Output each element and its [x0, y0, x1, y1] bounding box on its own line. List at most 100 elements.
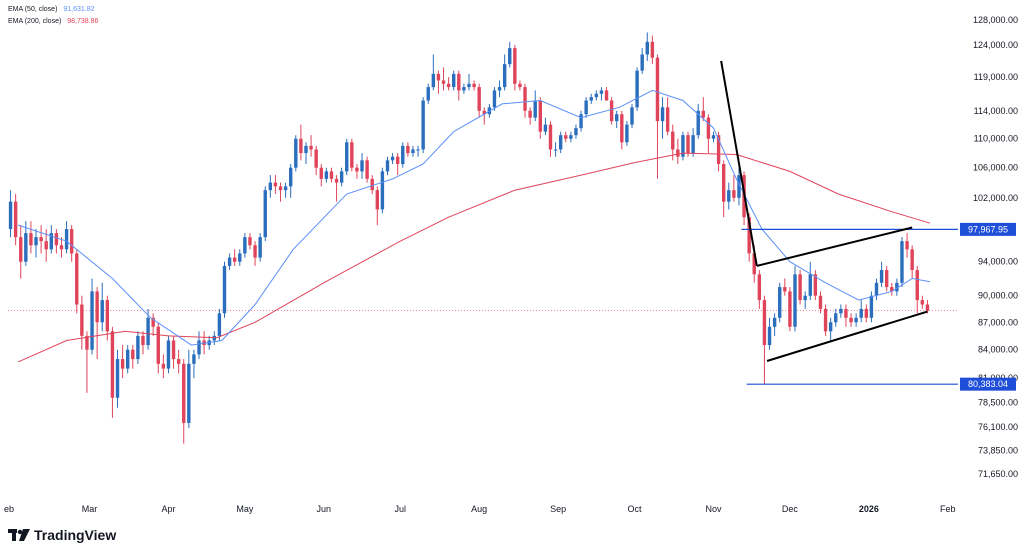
candle — [19, 225, 23, 279]
candle — [482, 107, 486, 125]
candle-body — [584, 100, 588, 115]
candle — [253, 241, 257, 266]
candle — [34, 229, 38, 258]
candle-body — [54, 233, 59, 246]
candle-body — [273, 182, 278, 187]
candle-body — [151, 317, 155, 327]
candle — [620, 110, 624, 150]
legend-ema50-value: 91,631.82 — [63, 6, 95, 13]
candle — [401, 142, 405, 168]
candle-body — [772, 317, 777, 327]
candle-body — [253, 245, 257, 258]
candle — [538, 97, 543, 139]
candle-body — [737, 175, 741, 198]
candle — [80, 295, 84, 350]
time-axis[interactable]: eb Mar Apr May Jun Jul Aug Sep Oct Nov Dec 2026 Feb — [4, 504, 956, 514]
candle-body — [711, 135, 716, 139]
candle — [635, 67, 639, 111]
candle — [151, 313, 155, 336]
legend-ema50-label: EMA (50, close) — [8, 6, 58, 13]
candle-body — [24, 233, 28, 262]
candle — [105, 295, 110, 341]
candle — [854, 313, 858, 327]
y-tick-label: 124,000.00 — [973, 40, 1018, 50]
candle-body — [630, 107, 634, 125]
candle — [452, 70, 456, 91]
candle — [548, 121, 553, 157]
candle — [844, 304, 848, 327]
candle — [411, 145, 415, 157]
candle-body — [217, 313, 222, 336]
candle-body — [691, 135, 695, 154]
candle-body — [365, 160, 369, 179]
candle-body — [462, 87, 466, 91]
candle-body — [548, 124, 553, 150]
candle-body — [823, 308, 828, 332]
y-tick-label: 106,000.00 — [973, 163, 1018, 173]
candle — [299, 124, 303, 161]
candle — [584, 97, 588, 118]
candle-body — [85, 335, 89, 350]
candle-body — [156, 326, 160, 364]
candle — [95, 287, 99, 360]
candle — [385, 156, 390, 176]
candle-body — [599, 90, 604, 94]
candle-body — [69, 229, 74, 254]
legend-ema50[interactable]: EMA (50, close) 91,631.82 — [8, 4, 102, 16]
ema200-line — [17, 152, 931, 363]
candle-body — [146, 317, 150, 346]
candle — [13, 193, 18, 246]
candle — [222, 261, 227, 318]
candle-body — [808, 274, 812, 296]
candle — [75, 249, 79, 314]
candle-body — [263, 190, 267, 238]
candle-body — [380, 171, 385, 210]
candle-body — [508, 48, 512, 65]
candle — [630, 103, 634, 129]
candle — [278, 182, 283, 202]
candle — [686, 131, 690, 157]
candle-body — [395, 156, 400, 165]
x-tick-label: Aug — [471, 504, 487, 514]
candle-body — [844, 308, 848, 318]
candle — [421, 97, 425, 154]
candle — [126, 345, 130, 374]
candle — [141, 331, 145, 355]
candle — [915, 265, 919, 314]
tradingview-logo[interactable]: TradingView — [8, 527, 116, 543]
legend-ema200[interactable]: EMA (200, close) 98,738.86 — [8, 16, 102, 28]
candle — [528, 107, 532, 125]
indicator-legend: EMA (50, close) 91,631.82 EMA (200, clos… — [8, 4, 102, 28]
candle-body — [890, 287, 894, 292]
candle — [920, 295, 925, 309]
candle — [615, 110, 619, 129]
candle — [823, 304, 828, 336]
candle-body — [905, 241, 909, 250]
price-tag-label: 80,383.04 — [968, 379, 1008, 389]
candle-body — [131, 349, 135, 360]
price-axis[interactable]: 128,000.00 124,000.00 119,000.00 114,000.00… — [973, 15, 1018, 479]
candle-body — [828, 322, 833, 332]
candle — [416, 145, 420, 157]
candle — [783, 278, 787, 296]
candle — [492, 87, 497, 111]
candle-body — [874, 282, 879, 296]
candle-body — [589, 97, 593, 101]
y-tick-label: 76,100.00 — [978, 422, 1018, 432]
candle — [243, 233, 247, 258]
candle-body — [813, 274, 818, 296]
candle-body — [528, 110, 532, 118]
x-tick-label: Oct — [628, 504, 643, 514]
candle-body — [100, 300, 104, 323]
candle — [375, 186, 380, 226]
candle — [676, 138, 680, 165]
candle — [778, 282, 782, 323]
candle-body — [411, 149, 415, 154]
x-tick-label: Feb — [940, 504, 956, 514]
candle-body — [268, 182, 273, 191]
tradingview-logo-icon — [8, 529, 30, 541]
candle-body — [385, 160, 390, 172]
y-tick-label: 71,650.00 — [978, 469, 1018, 479]
candle — [645, 32, 649, 61]
